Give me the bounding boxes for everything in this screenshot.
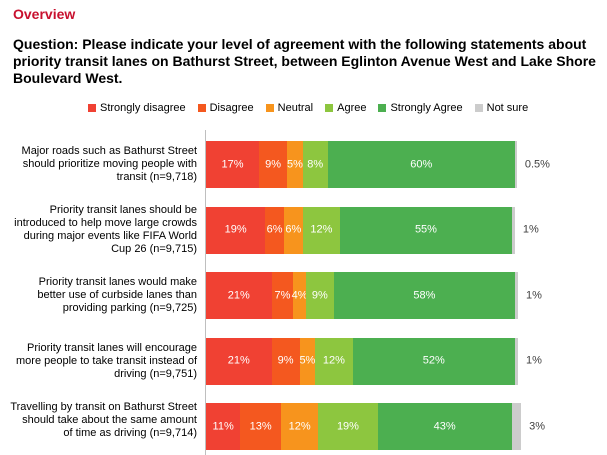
legend-item: Agree (325, 102, 366, 114)
legend-swatch (88, 104, 96, 112)
bar-segment (514, 141, 517, 188)
data-label: 6% (266, 223, 283, 236)
data-label: 21% (227, 289, 250, 301)
data-label: 21% (227, 354, 250, 367)
bar-segment (340, 206, 512, 254)
bar-segment (318, 403, 378, 450)
data-label: 5% (286, 158, 303, 170)
data-label: 1% (526, 289, 542, 301)
chart-legend: Strongly disagree Disagree Neutral Agree Str… (88, 101, 540, 115)
bar-segment (514, 272, 518, 319)
data-label: 8% (307, 158, 324, 170)
data-label: 17% (221, 158, 244, 170)
legend-item: Neutral (265, 102, 314, 114)
bar-segment (206, 337, 272, 385)
bar-segment (287, 141, 303, 188)
legend-swatch (378, 104, 387, 112)
bar-segment (265, 206, 284, 254)
data-label: 4% (291, 289, 308, 301)
category-axis-line (205, 130, 206, 455)
legend-label: Disagree (209, 102, 254, 114)
data-label: 11% (212, 420, 234, 432)
data-label: 1% (526, 354, 542, 367)
bar-segment (293, 272, 306, 319)
data-label: 19% (224, 223, 247, 236)
category-label: Priority transit lanes will encourage mo… (16, 341, 197, 380)
data-label: 12% (288, 420, 311, 432)
legend-swatch (474, 104, 483, 112)
bar-segment (206, 272, 272, 319)
data-label: 60% (410, 158, 433, 170)
bar-segment (514, 337, 518, 385)
bar-segment (333, 272, 515, 319)
bar-segment (280, 403, 319, 450)
legend-swatch (197, 104, 206, 112)
data-label: 12% (322, 354, 345, 367)
data-label: 7% (274, 289, 291, 301)
bar-segment (259, 141, 288, 188)
data-label: 3% (529, 420, 546, 432)
bar-segment (284, 206, 303, 254)
bar-segment (305, 272, 334, 319)
legend-item: Not sure (474, 102, 529, 114)
data-label: 43% (433, 420, 456, 432)
bar-segment (327, 141, 515, 188)
bar-segment (206, 141, 260, 188)
bar-segment (206, 206, 266, 254)
bar-segment (352, 337, 515, 385)
data-label: 6% (285, 223, 302, 236)
bar-segment (271, 272, 294, 319)
bar-segment (206, 403, 241, 450)
data-label: 9% (277, 354, 294, 367)
legend-swatch (325, 104, 334, 112)
data-label: 55% (414, 223, 437, 236)
legend-label: Strongly disagree (100, 102, 186, 114)
bar-segment (299, 337, 316, 385)
legend-swatch (265, 104, 274, 112)
data-label: 9% (265, 158, 282, 170)
bar-segment (271, 337, 300, 385)
legend-item: Strongly disagree (88, 102, 186, 114)
category-label: Priority transit lanes would make better… (37, 276, 197, 314)
bar-segment (315, 337, 353, 385)
bar-segment (511, 206, 515, 254)
category-label: Priority transit lanes should be introdu… (14, 204, 197, 255)
legend-item: Disagree (197, 102, 254, 114)
data-label: 0.5% (524, 158, 550, 170)
data-label: 12% (310, 223, 333, 236)
section-title: Overview (13, 6, 76, 22)
legend-item: Strongly Agree (378, 102, 463, 114)
data-label: 13% (249, 420, 272, 432)
question-text: Question: Please indicate your level of … (13, 36, 596, 86)
category-label: Major roads such as Bathurst Street shou… (21, 145, 197, 183)
legend-label: Agree (337, 102, 367, 114)
data-label: 58% (413, 289, 436, 301)
data-label: 5% (299, 354, 316, 367)
data-label: 19% (336, 420, 359, 432)
legend-label: Neutral (277, 102, 314, 114)
data-label: 52% (422, 354, 445, 367)
bar-segment (302, 141, 328, 188)
data-label: 9% (311, 289, 328, 301)
bar-segment (377, 403, 512, 450)
bar-segment (511, 403, 522, 450)
legend-label: Not sure (486, 102, 529, 114)
category-label: Travelling by transit on Bathurst Street… (10, 400, 197, 439)
bar-segment (302, 206, 341, 254)
bar-segment (240, 403, 281, 450)
legend-label: Strongly Agree (390, 102, 463, 114)
data-label: 1% (522, 223, 539, 236)
